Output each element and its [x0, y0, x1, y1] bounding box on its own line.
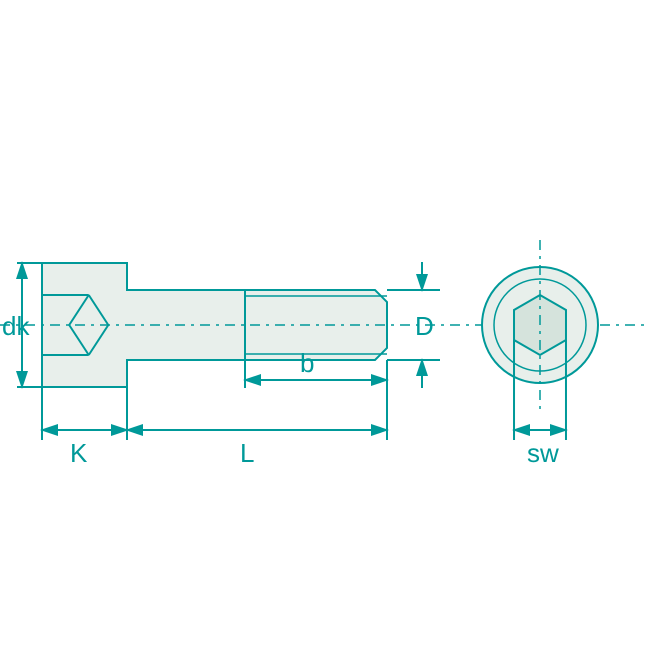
- label-b: b: [300, 348, 314, 378]
- label-dk: dk: [2, 311, 30, 341]
- label-K: K: [70, 438, 88, 468]
- label-sw: sw: [527, 438, 559, 468]
- label-L: L: [240, 438, 254, 468]
- label-D: D: [415, 311, 434, 341]
